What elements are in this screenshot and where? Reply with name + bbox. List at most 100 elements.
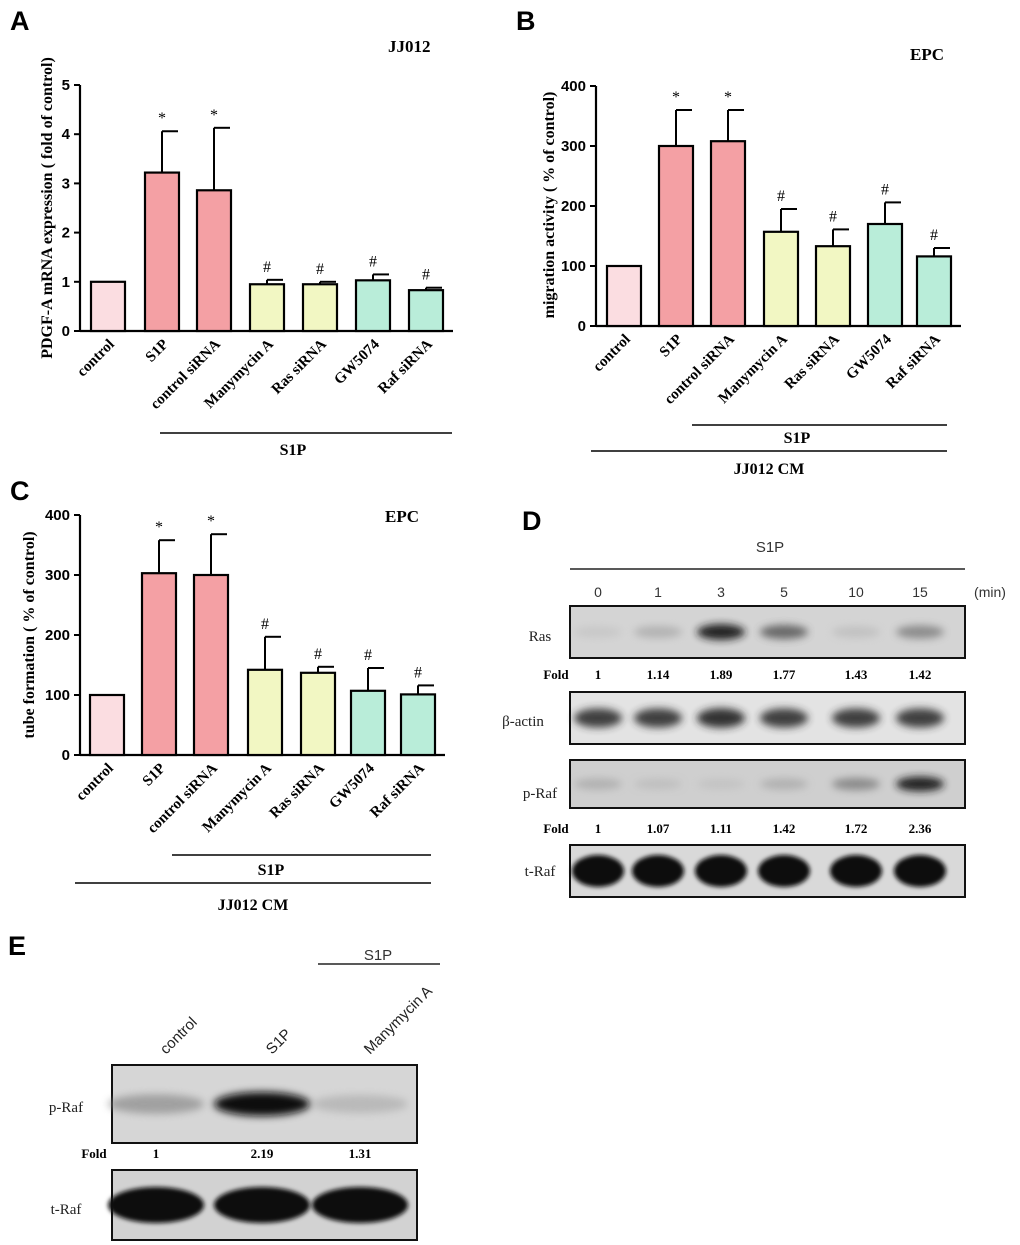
panel-d-p-raf-band-lane-3 bbox=[697, 778, 745, 790]
chart1-category-control: control bbox=[74, 337, 118, 381]
chart2-bar-ras-sirna bbox=[814, 245, 852, 328]
panel-d-t-raf-band-lane-3 bbox=[695, 855, 747, 887]
chart3-bar-control bbox=[88, 693, 126, 757]
panel-e-lane-manymycin-a: Manymycin A bbox=[361, 983, 436, 1058]
panel-d-ras-band-lane-0 bbox=[574, 626, 622, 638]
chart3-bar-raf-sirna bbox=[399, 693, 437, 757]
panel-a-label: A bbox=[10, 6, 30, 36]
chart2-bar-control-sirna bbox=[709, 140, 747, 328]
panel-d-unit: (min) bbox=[974, 584, 1006, 600]
panel-d-ras-fold-10: 1.43 bbox=[845, 667, 868, 682]
chart1-bar-gw5074 bbox=[354, 279, 392, 333]
panel-d-ras-band-lane-5 bbox=[760, 624, 808, 640]
panel-d-t-raf-band-lane-15 bbox=[894, 855, 946, 887]
panel-d-ras-band-lane-10 bbox=[832, 626, 880, 638]
panel-e-lane-s1p: S1P bbox=[263, 1026, 295, 1058]
panel-e-fold-control: 1 bbox=[153, 1146, 160, 1161]
panel-c-ylabel: tube formation ( % of control) bbox=[21, 531, 38, 738]
panel-d-ras-band-lane-3 bbox=[697, 624, 745, 640]
chart1-bar-manymycin-a bbox=[248, 283, 286, 333]
panel-d-fold-label-p-raf: Fold bbox=[543, 821, 569, 836]
panel-d-p-raf-fold-0: 1 bbox=[595, 821, 602, 836]
panel-d-t-raf-band-lane-10 bbox=[830, 855, 882, 887]
chart1-category-s1p: S1P bbox=[143, 337, 172, 366]
chart3-ytick-label-300: 300 bbox=[45, 567, 70, 584]
chart2-bar-gw5074 bbox=[866, 222, 904, 328]
panel-e-t-raf-band-manymycin-a bbox=[312, 1187, 408, 1223]
panel-d-p-raf-fold-1: 1.07 bbox=[647, 821, 670, 836]
chart2-bar-control bbox=[605, 264, 643, 328]
chart2-category-ras-sirna: Ras siRNA bbox=[782, 331, 843, 392]
panel-c: C EPC tube formation ( % of control) 0 10… bbox=[10, 476, 445, 914]
chart3-group-label-s1p: S1P bbox=[258, 862, 285, 879]
chart1-ytick-label-2: 2 bbox=[62, 225, 70, 242]
panel-d-actin-band-lane-3 bbox=[697, 708, 745, 728]
chart2-sig-manymycin-a: # bbox=[777, 188, 785, 205]
panel-d-p-raf-fold-5: 1.42 bbox=[773, 821, 796, 836]
chart2-sig-raf-sirna: # bbox=[930, 227, 938, 244]
panel-e-lane-control: control bbox=[157, 1014, 201, 1058]
chart2-ytick-label-300: 300 bbox=[561, 138, 586, 155]
chart2-category-control: control bbox=[590, 332, 634, 376]
panel-d-timepoint-15: 15 bbox=[912, 584, 928, 600]
panel-e-header: S1P bbox=[364, 947, 392, 964]
panel-e: E S1P p-Raf Fold t-Raf control S1P Manymyc… bbox=[8, 931, 440, 1241]
panel-d-actin-band-lane-5 bbox=[760, 708, 808, 728]
panel-d-timepoint-3: 3 bbox=[717, 584, 725, 600]
chart2-group-label-s1p: S1P bbox=[784, 430, 811, 447]
chart1-sig-manymycin-a: # bbox=[263, 259, 271, 276]
panel-d-actin-band-lane-0 bbox=[574, 708, 622, 728]
chart1-category-ras-sirna: Ras siRNA bbox=[269, 336, 330, 397]
chart1-group-label-s1p: S1P bbox=[280, 442, 307, 459]
chart3-ytick-label-200: 200 bbox=[45, 627, 70, 644]
blot-label-t-raf: t-Raf bbox=[525, 864, 556, 880]
chart3-ytick-label-400: 400 bbox=[45, 507, 70, 524]
panel-a-title: JJ012 bbox=[388, 37, 431, 56]
chart3-sig-ras-sirna: # bbox=[314, 646, 322, 663]
chart2-ytick-label-200: 200 bbox=[561, 198, 586, 215]
chart1-ytick-label-4: 4 bbox=[62, 126, 71, 143]
panel-d: D S1P (min) Ras Fold β-actin p-Raf Fold … bbox=[502, 506, 1006, 898]
chart2-ytick-label-0: 0 bbox=[578, 318, 586, 335]
panel-b-title: EPC bbox=[910, 45, 944, 64]
chart1-ytick-label-3: 3 bbox=[62, 175, 70, 192]
chart2-sig-gw5074: # bbox=[881, 181, 889, 198]
chart1-ytick-label-5: 5 bbox=[62, 77, 70, 94]
chart3-sig-raf-sirna: # bbox=[414, 664, 422, 681]
chart3-sig-s1p: * bbox=[155, 519, 163, 536]
chart3-bar-gw5074 bbox=[349, 689, 387, 757]
chart1-sig-s1p: * bbox=[158, 110, 166, 127]
panel-d-p-raf-fold-10: 1.72 bbox=[845, 821, 868, 836]
panel-e-t-raf-band-s1p bbox=[214, 1187, 310, 1223]
panel-d-p-raf-band-lane-10 bbox=[832, 777, 880, 791]
chart1-category-gw5074: GW5074 bbox=[331, 336, 383, 388]
chart1-sig-gw5074: # bbox=[369, 253, 377, 270]
panel-e-p-raf-band-s1p bbox=[214, 1092, 310, 1116]
chart3-category-s1p: S1P bbox=[140, 761, 169, 790]
chart1-sig-control-sirna: * bbox=[210, 107, 218, 124]
chart1-bar-ras-sirna bbox=[301, 283, 339, 333]
chart2-group-label-jj012-cm: JJ012 CM bbox=[734, 461, 805, 478]
chart3-sig-control-sirna: * bbox=[207, 513, 215, 530]
panel-d-actin-band-lane-10 bbox=[832, 708, 880, 728]
panel-d-label: D bbox=[522, 506, 542, 536]
chart3-ytick-label-0: 0 bbox=[62, 747, 70, 764]
panel-d-ras-fold-15: 1.42 bbox=[909, 667, 932, 682]
chart2-category-gw5074: GW5074 bbox=[843, 331, 895, 383]
chart3-category-control: control bbox=[73, 761, 117, 805]
panel-e-p-raf-band-manymycin-a bbox=[312, 1094, 408, 1114]
chart3-bar-manymycin-a bbox=[246, 668, 284, 757]
chart3-group-label-jj012-cm: JJ012 CM bbox=[218, 897, 289, 914]
panel-d-actin-band-lane-1 bbox=[634, 708, 682, 728]
panel-a: A JJ012 PDGF-A mRNA expression ( fold of… bbox=[10, 6, 453, 459]
panel-d-fold-label-ras: Fold bbox=[543, 667, 569, 682]
panel-d-timepoint-10: 10 bbox=[848, 584, 864, 600]
chart2-sig-ras-sirna: # bbox=[829, 208, 837, 225]
panel-d-ras-fold-3: 1.89 bbox=[710, 667, 733, 682]
chart1-sig-raf-sirna: # bbox=[422, 267, 430, 284]
chart1-bar-s1p bbox=[143, 171, 181, 333]
panel-d-header: S1P bbox=[756, 539, 784, 556]
panel-d-t-raf-band-lane-1 bbox=[632, 855, 684, 887]
